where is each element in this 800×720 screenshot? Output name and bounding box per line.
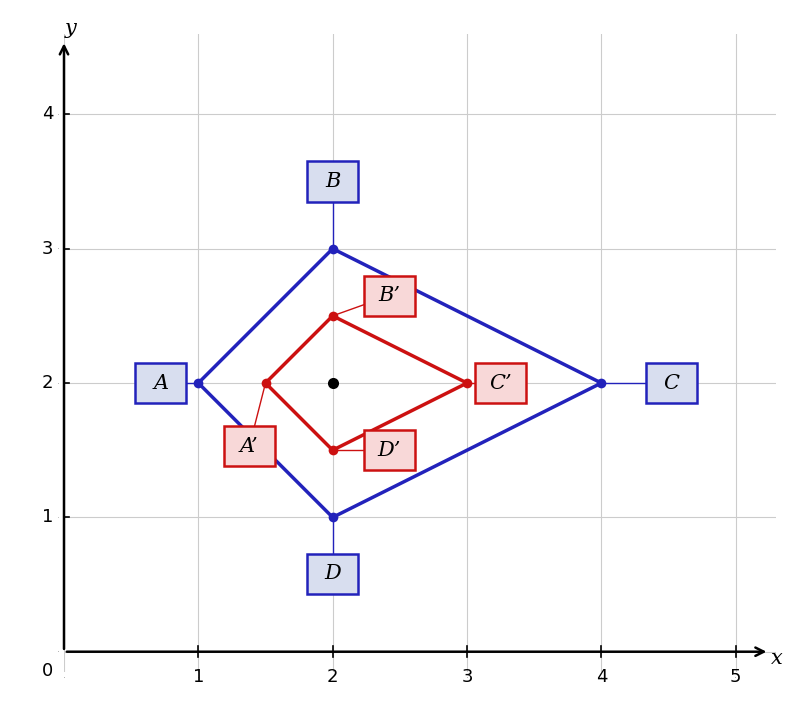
Text: 0: 0 [42, 662, 54, 680]
FancyBboxPatch shape [363, 430, 414, 470]
Text: 3: 3 [42, 240, 54, 258]
Text: 1: 1 [193, 668, 204, 686]
Text: 1: 1 [42, 508, 54, 526]
FancyBboxPatch shape [475, 363, 526, 403]
Text: C: C [663, 374, 679, 392]
Text: 2: 2 [327, 668, 338, 686]
Text: 2: 2 [42, 374, 54, 392]
Text: x: x [770, 649, 782, 668]
Text: y: y [65, 19, 77, 37]
FancyBboxPatch shape [224, 426, 275, 467]
Text: B: B [325, 172, 340, 191]
Text: 4: 4 [42, 105, 54, 123]
FancyBboxPatch shape [363, 276, 414, 316]
Text: B’: B’ [378, 287, 400, 305]
FancyBboxPatch shape [307, 554, 358, 594]
Text: A: A [153, 374, 168, 392]
Text: D’: D’ [378, 441, 401, 459]
Text: C’: C’ [490, 374, 512, 392]
FancyBboxPatch shape [646, 363, 697, 403]
Text: 3: 3 [462, 668, 473, 686]
Text: D: D [324, 564, 341, 583]
FancyBboxPatch shape [307, 161, 358, 202]
FancyBboxPatch shape [135, 363, 186, 403]
Text: A’: A’ [240, 436, 258, 456]
Text: 5: 5 [730, 668, 742, 686]
Text: 4: 4 [596, 668, 607, 686]
